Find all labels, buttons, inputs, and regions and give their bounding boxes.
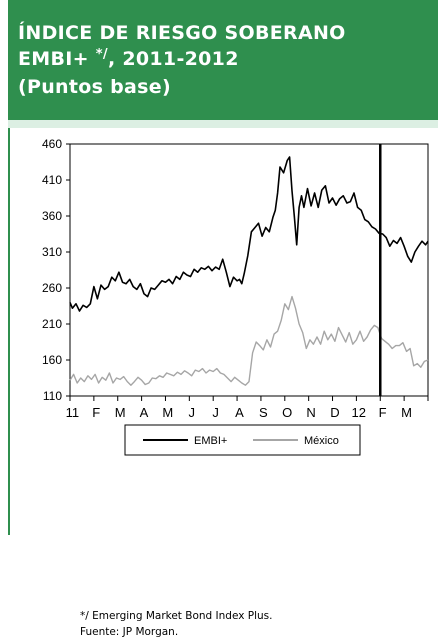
y-tick-label: 360 bbox=[42, 209, 62, 223]
y-tick-label: 160 bbox=[42, 353, 62, 367]
y-tick-label: 210 bbox=[42, 317, 62, 331]
x-tick-label: A bbox=[140, 405, 149, 420]
x-tick-label: 12 bbox=[352, 405, 366, 420]
x-tick-label: S bbox=[259, 405, 268, 420]
x-tick-label: J bbox=[188, 405, 195, 420]
footnote-embi: */ Emerging Market Bond Index Plus. bbox=[80, 610, 273, 622]
x-tick-label: F bbox=[92, 405, 100, 420]
y-tick-label: 260 bbox=[42, 281, 62, 295]
series-line-mexico bbox=[69, 295, 429, 386]
title-line-3: (Puntos base) bbox=[18, 76, 171, 98]
x-tick-label: M bbox=[162, 405, 173, 420]
series-line-embi bbox=[69, 156, 429, 312]
x-tick-label: O bbox=[282, 405, 292, 420]
x-tick-label: A bbox=[235, 405, 244, 420]
title-line-1: ÍNDICE DE RIESGO SOBERANO bbox=[18, 22, 346, 44]
plot-area-border bbox=[69, 143, 429, 397]
chart-panel: 110 160 210 260 310 360 410 460 11 F M A M J J A S O N D 12 F… bbox=[8, 128, 440, 638]
y-tick-label: 410 bbox=[42, 173, 62, 187]
title-line-2-prefix: EMBI+ bbox=[18, 48, 89, 70]
x-tick-label: M bbox=[401, 405, 412, 420]
y-tick-label: 460 bbox=[42, 137, 62, 151]
title-line-2: EMBI+ */, 2011-2012 bbox=[18, 47, 239, 70]
y-tick-label: 110 bbox=[43, 389, 62, 403]
x-tick-label: 11 bbox=[66, 405, 80, 420]
x-tick-label: N bbox=[306, 405, 315, 420]
legend-entry-mexico-label: México bbox=[304, 435, 339, 447]
x-tick-label: D bbox=[330, 405, 339, 420]
chart-frame: ÍNDICE DE RIESGO SOBERANO EMBI+ */, 2011… bbox=[8, 0, 440, 638]
footnotes: */ Emerging Market Bond Index Plus. Fuen… bbox=[80, 608, 273, 640]
legend-entry-embi-label: EMBI+ bbox=[194, 435, 227, 447]
chart-header: ÍNDICE DE RIESGO SOBERANO EMBI+ */, 2011… bbox=[8, 0, 438, 120]
footnote-source: Fuente: JP Morgan. bbox=[80, 626, 179, 638]
title-line-2-suffix: , 2011-2012 bbox=[107, 48, 239, 70]
x-tick-label: J bbox=[212, 405, 219, 420]
x-tick-label: M bbox=[115, 405, 126, 420]
y-tick-label: 310 bbox=[42, 245, 62, 259]
title-footnote-mark: */ bbox=[95, 47, 108, 62]
x-tick-label: F bbox=[379, 405, 387, 420]
